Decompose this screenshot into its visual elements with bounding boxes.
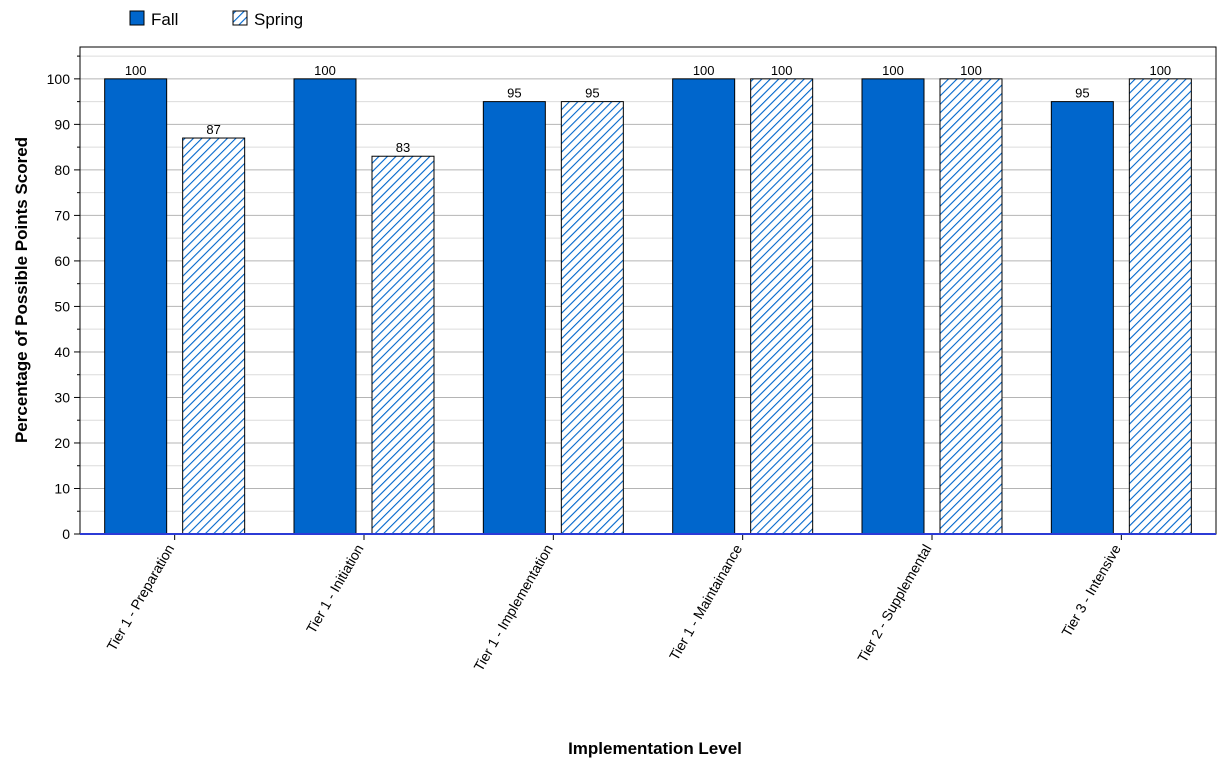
bar-spring — [182, 137, 246, 535]
data-label: 83 — [396, 140, 410, 155]
y-tick-label: 80 — [54, 162, 70, 178]
data-label: 100 — [314, 63, 336, 78]
x-tick-label: Tier 1 - Maintainance — [666, 541, 745, 663]
bar-spring — [750, 78, 814, 535]
legend-swatch-fall — [129, 10, 145, 26]
gridlines — [80, 55, 1216, 512]
data-label: 100 — [960, 63, 982, 78]
data-label: 87 — [206, 122, 220, 137]
bar-spring — [939, 78, 1003, 535]
x-tick-label: Tier 2 - Supplemental — [854, 542, 935, 665]
x-tick-label: Tier 3 - Intensive — [1058, 541, 1124, 639]
y-tick-label: 40 — [54, 344, 70, 360]
bar-fall — [1050, 101, 1114, 535]
bar-spring — [371, 155, 435, 535]
bar-fall — [482, 101, 546, 535]
x-tick-label: Tier 1 - Implementation — [470, 542, 556, 674]
legend: Fall Spring — [129, 10, 303, 29]
data-label: 100 — [882, 63, 904, 78]
legend-label: Spring — [254, 10, 303, 29]
data-label: 100 — [771, 63, 793, 78]
y-tick-label: 30 — [54, 389, 70, 405]
data-label: 100 — [1149, 63, 1171, 78]
bar-fall — [293, 78, 357, 535]
legend-label: Fall — [151, 10, 178, 29]
data-label: 100 — [693, 63, 715, 78]
y-tick-label: 10 — [54, 480, 70, 496]
y-tick-label: 0 — [62, 526, 70, 542]
bar-spring — [560, 101, 624, 535]
data-label: 95 — [507, 86, 521, 101]
x-axis-title: Implementation Level — [568, 739, 742, 758]
y-tick-label: 20 — [54, 435, 70, 451]
data-label: 100 — [125, 63, 147, 78]
x-tick-label: Tier 1 - Initiation — [303, 542, 367, 636]
bar-fall — [104, 78, 168, 535]
plot-frame — [79, 46, 1217, 535]
y-tick-label: 50 — [54, 298, 70, 314]
y-tick-label: 60 — [54, 253, 70, 269]
data-label: 95 — [585, 86, 599, 101]
y-tick-label: 100 — [47, 71, 71, 87]
x-tick-label: Tier 1 - Preparation — [103, 542, 177, 654]
data-labels: 100 87 100 83 95 95 100 100 100 100 95 100 — [125, 63, 1171, 155]
bar-spring — [1128, 78, 1192, 535]
bars — [104, 78, 1192, 535]
bar-fall — [672, 78, 736, 535]
y-tick-label: 90 — [54, 116, 70, 132]
bar-fall — [861, 78, 925, 535]
y-axis-title: Percentage of Possible Points Scored — [12, 137, 31, 443]
legend-swatch-spring — [232, 10, 248, 26]
y-tick-label: 70 — [54, 207, 70, 223]
data-label: 95 — [1075, 86, 1089, 101]
